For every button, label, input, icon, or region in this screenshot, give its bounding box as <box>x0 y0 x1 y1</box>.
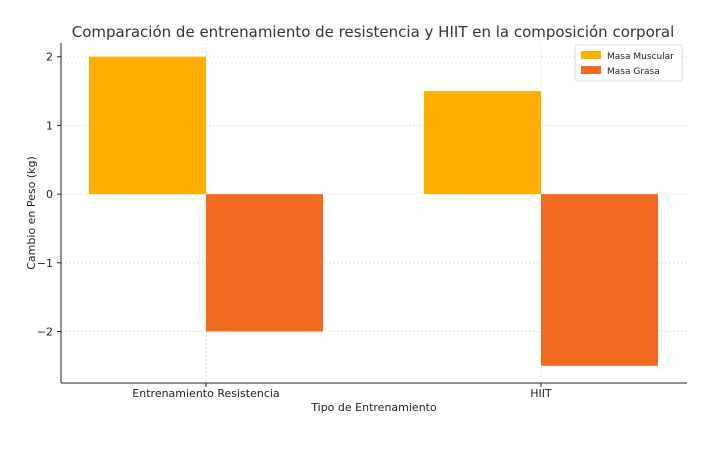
y-tick-label: −1 <box>37 257 53 270</box>
x-tick-label: HIIT <box>530 387 552 400</box>
x-tick-label: Entrenamiento Resistencia <box>132 387 279 400</box>
x-axis-label: Tipo de Entrenamiento <box>310 401 437 414</box>
y-tick-label: −2 <box>37 325 53 338</box>
bar-masa-grasa <box>206 194 323 332</box>
y-tick-label: 2 <box>46 51 53 64</box>
bar-masa-muscular <box>89 56 206 195</box>
x-axis-ticks: Entrenamiento Resistencia HIIT <box>132 383 552 400</box>
y-axis-label: Cambio en Peso (kg) <box>25 156 38 270</box>
bar-masa-grasa <box>541 194 658 366</box>
legend-label: Masa Muscular <box>607 52 674 62</box>
bar-masa-muscular <box>424 91 541 195</box>
y-tick-label: 1 <box>46 119 53 132</box>
legend-swatch <box>581 66 601 74</box>
y-tick-label: 0 <box>46 188 53 201</box>
chart-title: Comparación de entrenamiento de resisten… <box>72 23 675 41</box>
legend-swatch <box>581 51 601 59</box>
legend-box <box>574 44 683 82</box>
legend: Masa Muscular Masa Grasa <box>574 44 683 82</box>
y-axis-ticks: 2 1 0 −1 −2 <box>37 51 61 338</box>
legend-label: Masa Grasa <box>607 67 660 77</box>
bars <box>89 56 658 366</box>
